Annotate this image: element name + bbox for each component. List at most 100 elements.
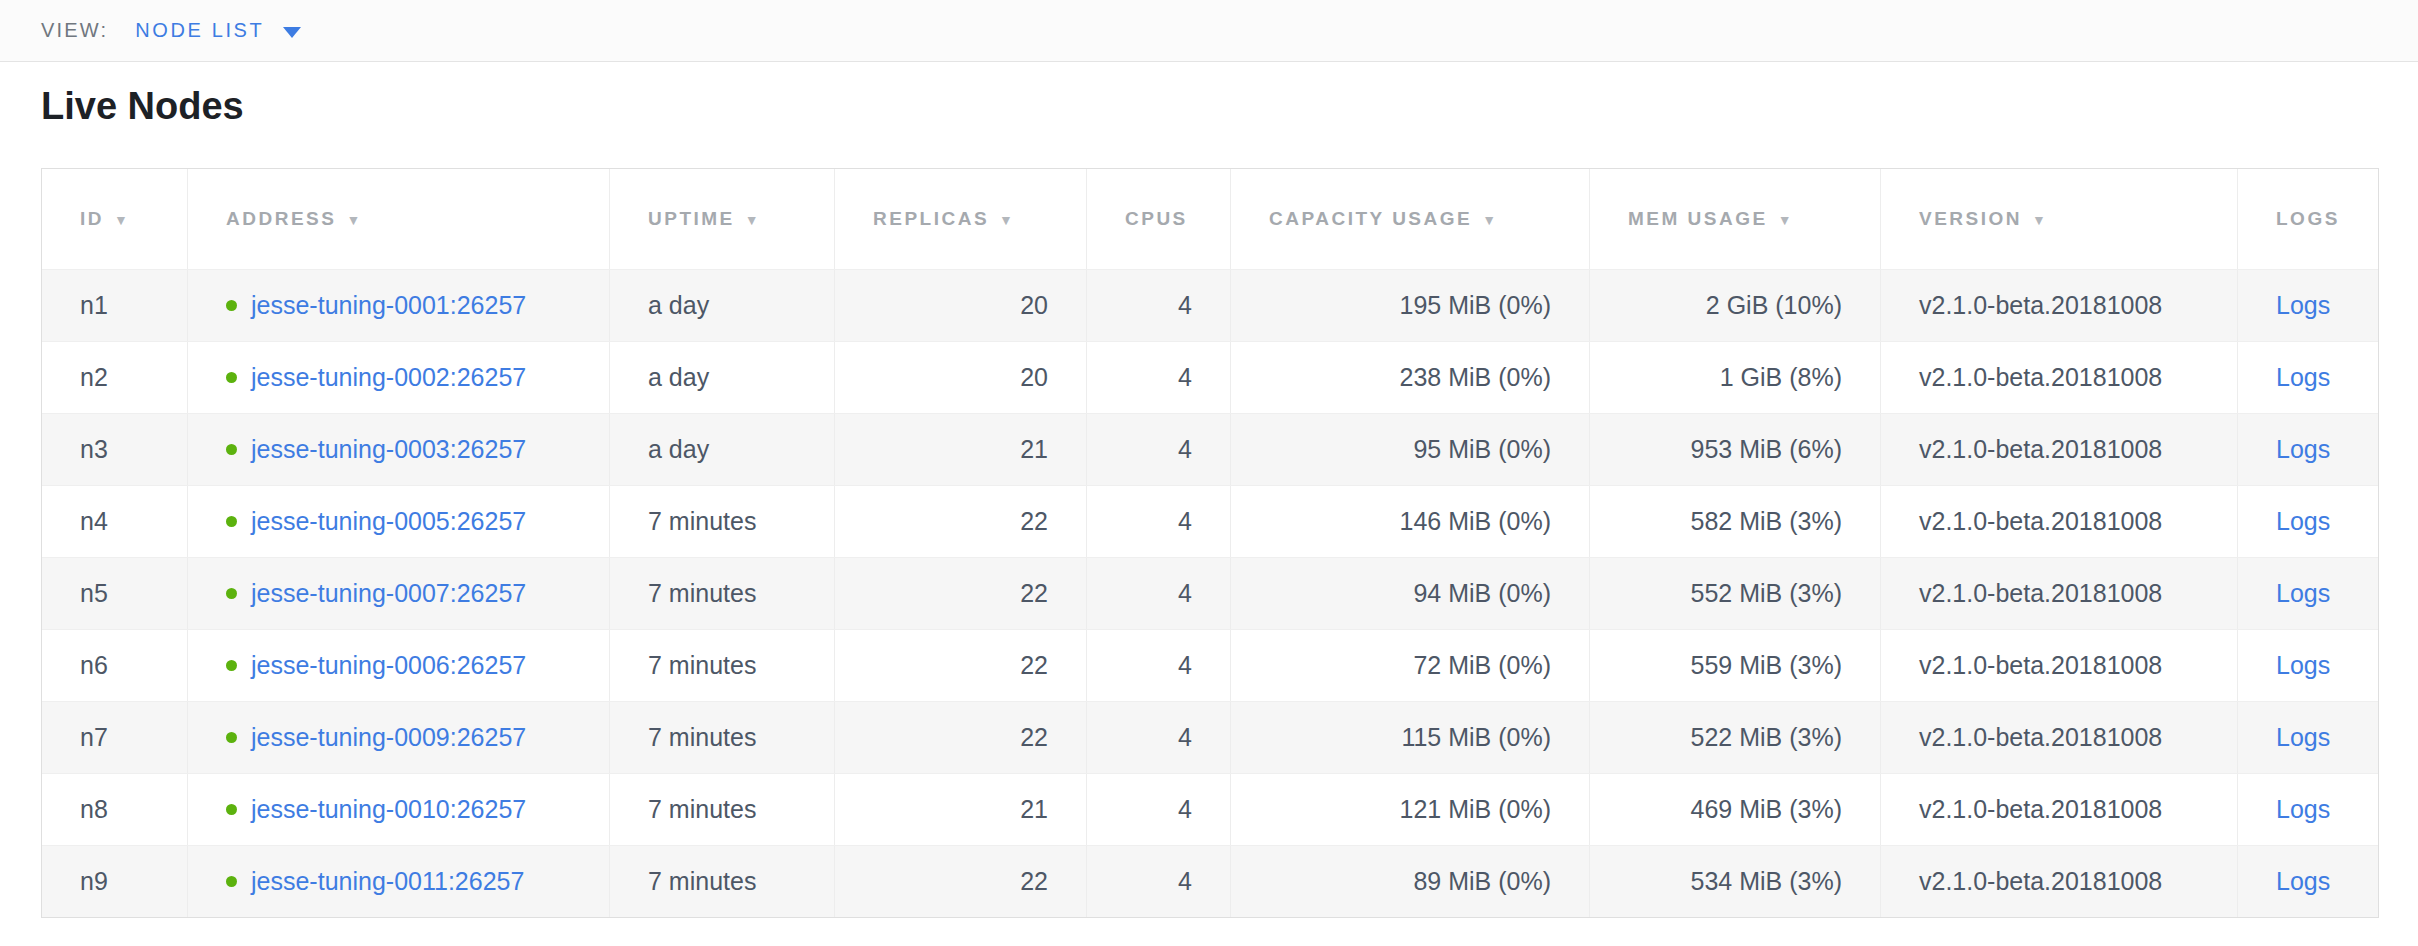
uptime-cell: 7 minutes: [610, 630, 835, 701]
uptime-cell: a day: [610, 414, 835, 485]
id-cell: n1: [42, 270, 188, 341]
cpus-value: 4: [1178, 507, 1192, 536]
caret-down-icon: [283, 27, 301, 38]
cpus-value: 4: [1178, 291, 1192, 320]
version-value: v2.1.0-beta.20181008: [1919, 579, 2162, 608]
address-cell: jesse-tuning-0009:26257: [188, 702, 610, 773]
capacity-cell: 115 MiB (0%): [1231, 702, 1590, 773]
logs-cell: Logs: [2238, 270, 2380, 341]
mem-cell: 552 MiB (3%): [1590, 558, 1881, 629]
capacity-cell: 89 MiB (0%): [1231, 846, 1590, 917]
node-address-link[interactable]: jesse-tuning-0010:26257: [251, 795, 526, 824]
id-value: n5: [80, 579, 108, 608]
sort-arrow-icon: ▼: [346, 212, 362, 228]
address-cell: jesse-tuning-0003:26257: [188, 414, 610, 485]
version-cell: v2.1.0-beta.20181008: [1881, 558, 2238, 629]
cpus-cell: 4: [1087, 558, 1231, 629]
node-logs-link[interactable]: Logs: [2276, 507, 2330, 536]
column-header-mem[interactable]: MEM USAGE▼: [1590, 169, 1881, 269]
node-live-status-icon: [226, 372, 237, 383]
version-cell: v2.1.0-beta.20181008: [1881, 630, 2238, 701]
view-selector-dropdown[interactable]: NODE LIST: [135, 19, 301, 42]
column-header-id[interactable]: ID ▼: [42, 169, 188, 269]
cpus-value: 4: [1178, 867, 1192, 896]
capacity-cell: 195 MiB (0%): [1231, 270, 1590, 341]
node-address-link[interactable]: jesse-tuning-0002:26257: [251, 363, 526, 392]
mem-value: 469 MiB (3%): [1691, 795, 1842, 824]
node-logs-link[interactable]: Logs: [2276, 579, 2330, 608]
mem-value: 534 MiB (3%): [1691, 867, 1842, 896]
replicas-cell: 21: [835, 774, 1087, 845]
version-cell: v2.1.0-beta.20181008: [1881, 846, 2238, 917]
mem-cell: 1 GiB (8%): [1590, 342, 1881, 413]
node-address-link[interactable]: jesse-tuning-0011:26257: [251, 867, 524, 896]
mem-value: 953 MiB (6%): [1691, 435, 1842, 464]
id-cell: n3: [42, 414, 188, 485]
node-live-status-icon: [226, 804, 237, 815]
column-header-replicas[interactable]: REPLICAS▼: [835, 169, 1087, 269]
node-address-link[interactable]: jesse-tuning-0001:26257: [251, 291, 526, 320]
replicas-value: 20: [1020, 363, 1048, 392]
logs-cell: Logs: [2238, 342, 2380, 413]
mem-value: 522 MiB (3%): [1691, 723, 1842, 752]
capacity-cell: 146 MiB (0%): [1231, 486, 1590, 557]
uptime-cell: a day: [610, 342, 835, 413]
node-address-link[interactable]: jesse-tuning-0005:26257: [251, 507, 526, 536]
id-value: n1: [80, 291, 108, 320]
node-logs-link[interactable]: Logs: [2276, 867, 2330, 896]
column-header-capacity[interactable]: CAPACITY USAGE ▼: [1231, 169, 1590, 269]
table-row-n2: n2jesse-tuning-0002:26257a day204238 MiB…: [42, 341, 2378, 413]
node-logs-link[interactable]: Logs: [2276, 723, 2330, 752]
uptime-cell: 7 minutes: [610, 846, 835, 917]
replicas-cell: 22: [835, 846, 1087, 917]
cpus-value: 4: [1178, 435, 1192, 464]
node-live-status-icon: [226, 516, 237, 527]
sort-arrow-icon: ▼: [2032, 212, 2048, 228]
version-cell: v2.1.0-beta.20181008: [1881, 270, 2238, 341]
column-header-address[interactable]: ADDRESS▼: [188, 169, 610, 269]
node-logs-link[interactable]: Logs: [2276, 651, 2330, 680]
mem-value: 2 GiB (10%): [1706, 291, 1842, 320]
replicas-cell: 20: [835, 342, 1087, 413]
sort-arrow-icon: ▼: [114, 212, 130, 228]
table-row-n8: n8jesse-tuning-0010:262577 minutes214121…: [42, 773, 2378, 845]
version-value: v2.1.0-beta.20181008: [1919, 291, 2162, 320]
node-address-link[interactable]: jesse-tuning-0007:26257: [251, 579, 526, 608]
column-header-uptime[interactable]: UPTIME▼: [610, 169, 835, 269]
mem-cell: 559 MiB (3%): [1590, 630, 1881, 701]
column-header-label: CAPACITY USAGE: [1269, 208, 1472, 230]
sort-arrow-icon: ▼: [1482, 212, 1498, 228]
id-value: n6: [80, 651, 108, 680]
cpus-cell: 4: [1087, 486, 1231, 557]
node-address-link[interactable]: jesse-tuning-0006:26257: [251, 651, 526, 680]
column-header-label: CPUS: [1125, 208, 1188, 230]
column-header-label: ID: [80, 208, 104, 230]
mem-value: 1 GiB (8%): [1720, 363, 1842, 392]
table-body: n1jesse-tuning-0001:26257a day204195 MiB…: [42, 269, 2378, 917]
replicas-cell: 22: [835, 486, 1087, 557]
replicas-cell: 20: [835, 270, 1087, 341]
table-row-n1: n1jesse-tuning-0001:26257a day204195 MiB…: [42, 269, 2378, 341]
replicas-value: 21: [1020, 435, 1048, 464]
replicas-value: 22: [1020, 867, 1048, 896]
version-value: v2.1.0-beta.20181008: [1919, 723, 2162, 752]
node-logs-link[interactable]: Logs: [2276, 291, 2330, 320]
node-address-link[interactable]: jesse-tuning-0009:26257: [251, 723, 526, 752]
view-bar-label: VIEW:: [41, 19, 108, 42]
column-header-version[interactable]: VERSION▼: [1881, 169, 2238, 269]
version-value: v2.1.0-beta.20181008: [1919, 651, 2162, 680]
table-row-n3: n3jesse-tuning-0003:26257a day21495 MiB …: [42, 413, 2378, 485]
sort-arrow-icon: ▼: [745, 212, 761, 228]
sort-arrow-icon: ▼: [999, 212, 1015, 228]
node-logs-link[interactable]: Logs: [2276, 435, 2330, 464]
uptime-cell: 7 minutes: [610, 702, 835, 773]
version-value: v2.1.0-beta.20181008: [1919, 507, 2162, 536]
id-value: n3: [80, 435, 108, 464]
node-logs-link[interactable]: Logs: [2276, 363, 2330, 392]
cpus-value: 4: [1178, 723, 1192, 752]
uptime-value: 7 minutes: [648, 795, 756, 824]
address-cell: jesse-tuning-0005:26257: [188, 486, 610, 557]
node-address-link[interactable]: jesse-tuning-0003:26257: [251, 435, 526, 464]
node-logs-link[interactable]: Logs: [2276, 795, 2330, 824]
logs-cell: Logs: [2238, 414, 2380, 485]
